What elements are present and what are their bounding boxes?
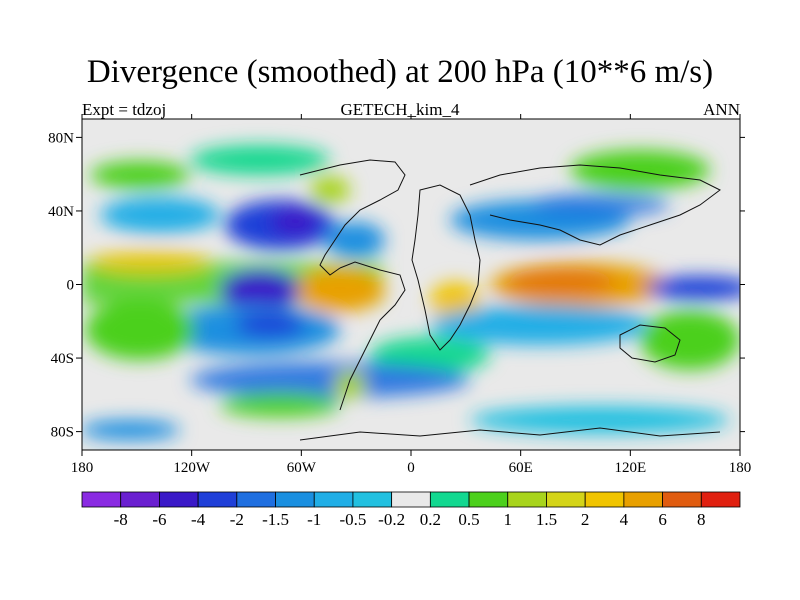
y-tick-label: 40S (51, 351, 74, 367)
colorbar-swatch (81, 491, 122, 508)
x-tick-label: 60E (509, 460, 533, 476)
colorbar-swatch (584, 491, 625, 508)
coastline-africa-europe (411, 184, 481, 351)
blob-sindian-conv (430, 305, 650, 345)
colorbar-swatch (197, 491, 238, 508)
colorbar-label: -2 (230, 510, 244, 529)
colorbar-label: 8 (697, 510, 706, 529)
colorbar-label: 2 (581, 510, 590, 529)
colorbar-swatch (352, 491, 393, 508)
colorbar-label: 1.5 (536, 510, 557, 529)
blob-natlantic-conv (325, 222, 385, 258)
blob-atlantic-divergence (295, 268, 385, 312)
blob-east-pacific-conv (220, 270, 300, 310)
colorbar-swatch (236, 491, 276, 508)
y-axis: 80N 40N 0 40S 80S (48, 130, 745, 441)
blob-south-green-west (85, 300, 195, 360)
blob-nw-green (190, 145, 330, 175)
blob-south-conv-band (190, 362, 470, 398)
colorbar: -8 -6 -4 -2 -1.5 -1 -0.5 -0.2 0.2 0.5 1 1.5 2 4 6 8 (81, 491, 741, 529)
x-tick-label: 180 (729, 460, 752, 476)
x-tick-label: 120W (173, 460, 211, 476)
blob-arctic-green (90, 161, 190, 189)
colorbar-swatch (468, 491, 509, 508)
colorbar-swatch (313, 491, 354, 508)
colorbar-label: 4 (620, 510, 629, 529)
colorbar-swatch (275, 491, 315, 508)
blob-indian-ocean-core (505, 268, 615, 296)
blob-nasia-blue (530, 193, 670, 217)
coastline-eurasia (469, 164, 721, 246)
coastline-antarctica (299, 427, 721, 441)
blob-na-yellow (310, 176, 350, 204)
x-tick-label: 120E (614, 460, 646, 476)
y-tick-label: 80N (48, 130, 74, 146)
colorbar-swatch (623, 491, 663, 508)
coastlines (299, 159, 721, 441)
coastline-australia (619, 324, 681, 363)
colorbar-label: 0.2 (420, 510, 441, 529)
blob-south-green-east (640, 310, 740, 370)
x-axis: 180 120W 60W 0 60E 120E 180 (71, 114, 752, 476)
chart-title: Divergence (smoothed) at 200 hPa (10**6 … (86, 54, 714, 90)
dataset-label: GETECH_kim_4 (340, 100, 460, 119)
colorbar-label: -1.5 (262, 510, 289, 529)
blob-siberia-green (570, 150, 710, 190)
colorbar-swatch (662, 491, 702, 508)
coastline-south-america (339, 261, 406, 411)
blob-spacific-conv-core (235, 313, 305, 337)
colorbar-swatch (159, 491, 199, 508)
colorbar-label: 0.5 (458, 510, 479, 529)
blob-south-blue-west (82, 420, 180, 440)
blob-west-pacific-conv (645, 276, 740, 300)
blob-south-green-mid (370, 337, 490, 373)
blob-south-green-low (220, 393, 340, 417)
x-tick-label: 60W (287, 460, 317, 476)
colorbar-label: -6 (152, 510, 166, 529)
colorbar-swatch (391, 491, 431, 508)
colorbar-swatch (700, 491, 741, 508)
blob-central-pacific (90, 250, 210, 274)
blob-south-yellow (334, 371, 366, 399)
y-tick-label: 80S (51, 425, 74, 441)
colorbar-swatch (507, 491, 547, 508)
divergence-field (82, 145, 740, 440)
experiment-label: Expt = tdzoj (82, 100, 167, 119)
colorbar-label: 6 (658, 510, 667, 529)
colorbar-label: 1 (504, 510, 513, 529)
blob-west-pac-conv-n (100, 197, 220, 233)
y-tick-label: 40N (48, 204, 74, 220)
colorbar-label: -0.2 (378, 510, 405, 529)
colorbar-label: -0.5 (339, 510, 366, 529)
colorbar-label: -4 (191, 510, 206, 529)
blob-npacific-conv-core (270, 208, 320, 236)
season-label: ANN (703, 100, 740, 119)
colorbar-swatch (546, 491, 586, 508)
y-tick-label: 0 (67, 278, 75, 294)
colorbar-label: -1 (307, 510, 321, 529)
coastline-north-america (299, 159, 406, 276)
colorbar-label: -8 (114, 510, 128, 529)
x-tick-label: 0 (407, 460, 415, 476)
colorbar-swatch (429, 491, 470, 508)
colorbar-swatch (120, 491, 160, 508)
blob-south-blue-east (470, 406, 730, 434)
x-tick-label: 180 (71, 460, 94, 476)
